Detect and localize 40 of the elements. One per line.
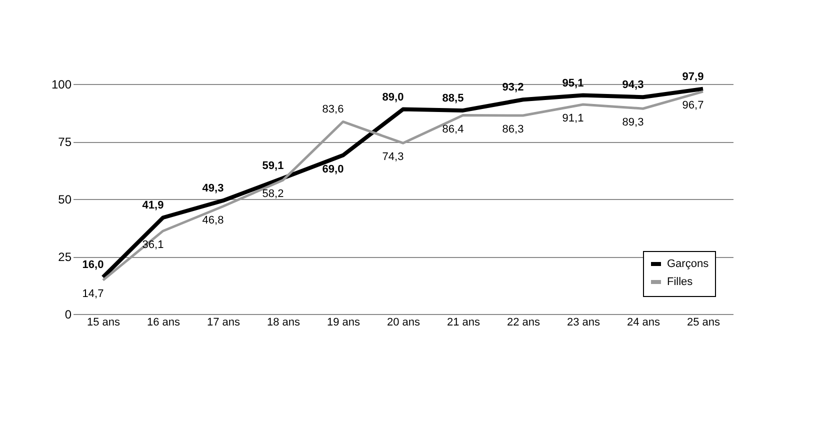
y-tick-label: 25: [58, 250, 72, 264]
x-tick-label: 25 ans: [686, 316, 721, 328]
x-tick-label: 24 ans: [626, 316, 661, 328]
data-label: 93,2: [502, 82, 524, 94]
x-tick-label: 23 ans: [566, 316, 601, 328]
data-label: 46,8: [202, 214, 224, 226]
data-label: 58,2: [262, 188, 284, 200]
data-label: 91,1: [562, 112, 584, 124]
data-label: 94,3: [622, 79, 644, 92]
y-tick-label: 75: [58, 135, 72, 149]
data-label: 86,4: [442, 123, 464, 136]
x-tick-label: 17 ans: [206, 316, 241, 328]
data-label: 41,9: [142, 200, 164, 212]
data-label: 36,1: [142, 238, 164, 251]
x-tick-label: 15 ans: [86, 316, 121, 328]
data-label: 96,7: [682, 100, 704, 112]
data-label: 16,0: [82, 259, 104, 272]
y-tick-label: 100: [51, 78, 72, 92]
data-label: 69,0: [322, 163, 344, 176]
y-tick-label: 0: [64, 308, 72, 322]
legend-label: Filles: [667, 276, 694, 288]
y-tick-label: 50: [58, 192, 72, 206]
data-label: 95,1: [562, 77, 584, 90]
x-tick-label: 21 ans: [446, 316, 481, 328]
x-tick-label: 16 ans: [146, 316, 181, 328]
data-label: 74,3: [382, 151, 404, 164]
data-label: 14,7: [82, 288, 104, 300]
x-tick-label: 22 ans: [506, 316, 541, 328]
data-label: 86,3: [502, 124, 524, 136]
data-label: 49,3: [202, 182, 224, 195]
data-label: 97,9: [682, 70, 704, 83]
data-label: 88,5: [442, 92, 464, 104]
data-label: 89,0: [382, 91, 404, 104]
x-tick-label: 18 ans: [266, 316, 301, 328]
data-label: 59,1: [262, 160, 284, 172]
data-label: 89,3: [622, 116, 644, 129]
data-label: 83,6: [322, 104, 344, 116]
x-tick-label: 20 ans: [386, 316, 421, 328]
x-tick-label: 19 ans: [326, 316, 361, 328]
legend-label: Garçons: [667, 258, 710, 270]
